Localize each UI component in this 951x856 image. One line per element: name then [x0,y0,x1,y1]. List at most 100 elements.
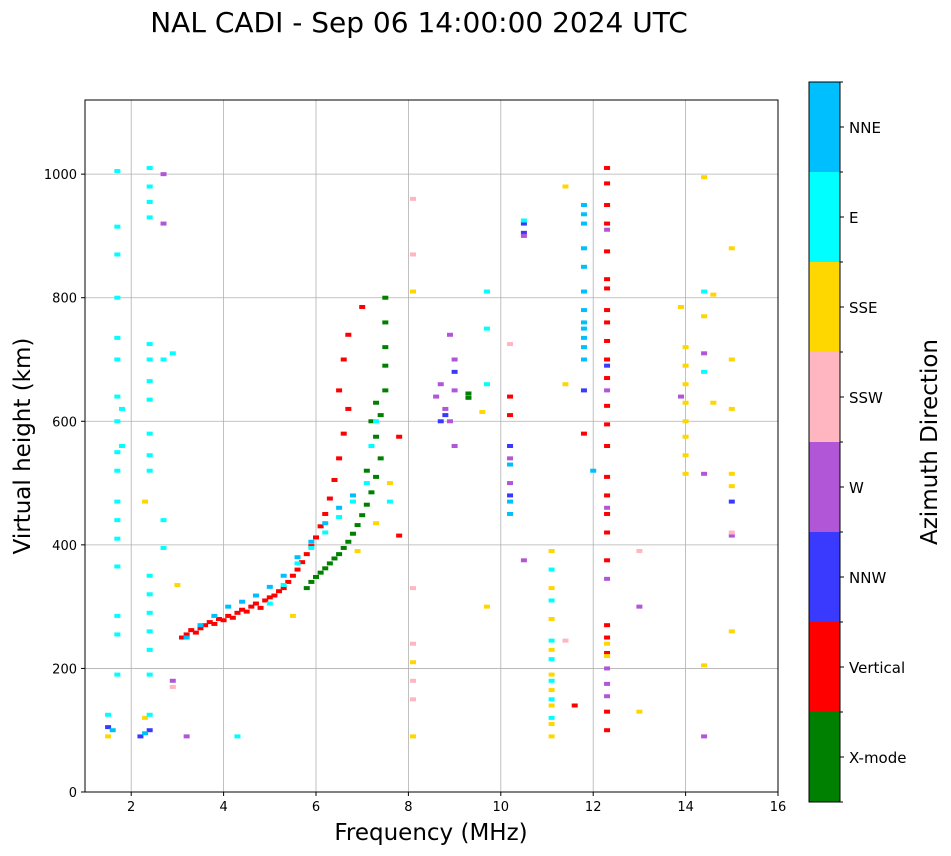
series-ssw [169,196,735,702]
data-point [580,308,587,313]
data-point [580,326,587,331]
data-point [248,604,255,609]
data-point [109,728,116,733]
data-point [604,694,611,699]
data-point [340,545,347,550]
data-point [548,672,555,677]
data-point [580,203,587,208]
data-point [636,549,643,554]
data-point [340,357,347,362]
data-point [571,703,578,708]
data-point [146,431,153,436]
data-point [146,629,153,634]
x-tick-label: 12 [585,800,602,815]
data-point [373,419,380,424]
data-point [728,246,735,251]
data-point [604,320,611,325]
data-point [169,678,176,683]
data-point [146,453,153,458]
data-point [701,369,708,374]
data-point [377,413,384,418]
data-point [548,657,555,662]
y-tick-label: 400 [52,539,77,554]
data-point [580,221,587,226]
data-point [580,431,587,436]
data-point [701,734,708,739]
data-point [728,406,735,411]
x-tick-label: 10 [493,800,510,815]
data-point [507,342,514,347]
data-point [215,617,222,621]
data-point [548,586,555,591]
data-point [169,351,176,356]
data-point [146,610,153,615]
data-point [682,453,689,458]
y-tick-label: 800 [52,292,77,307]
data-point [303,552,310,557]
data-point [604,709,611,714]
data-point [146,379,153,384]
data-point [410,678,417,683]
data-point [211,613,218,618]
data-point [604,654,611,659]
data-point [728,499,735,504]
data-point [580,320,587,325]
colorbar-segment [809,172,840,262]
data-point [114,632,121,637]
data-point [604,681,611,686]
data-point [433,394,440,399]
data-point [220,618,227,623]
azimuth-colorbar: X-mode Vertical NNW W SSW SSE E NNE [808,81,906,803]
data-point [322,521,329,526]
data-point [507,413,514,418]
data-point [728,471,735,476]
data-point [520,218,527,223]
data-point [243,609,250,614]
data-point [206,620,213,625]
data-point [345,406,352,411]
data-point [590,468,597,473]
data-point [386,499,393,504]
data-point [252,593,259,598]
data-point [580,212,587,217]
data-point [183,632,190,637]
data-point [604,221,611,226]
data-point [114,518,121,523]
series-sse [105,175,735,739]
data-point [225,613,232,618]
data-point [326,561,333,566]
data-points [105,165,735,739]
data-point [507,444,514,448]
data-point [483,382,490,387]
data-point [580,388,587,393]
data-point [604,422,611,427]
data-point [382,388,389,393]
colorbar-segment [809,712,840,802]
data-point [211,621,218,626]
data-point [548,549,555,554]
data-point [604,576,611,581]
data-point [142,499,149,504]
plot-border [84,99,779,793]
data-point [225,604,232,609]
x-axis-ticks: 2 4 6 8 10 12 14 16 [127,792,786,815]
data-point [410,289,417,294]
data-point [266,584,273,589]
data-point [105,734,112,739]
data-point [234,610,241,615]
data-point [548,703,555,708]
data-point [105,712,112,717]
data-point [604,388,611,393]
data-point [580,289,587,294]
series-vertical [179,165,611,733]
data-point [410,734,417,739]
data-point [410,252,417,257]
data-point [507,456,514,461]
data-point [446,332,453,337]
y-axis-ticks: 0 200 400 600 800 1000 [44,168,85,801]
data-point [114,252,121,257]
data-point [682,363,689,368]
data-point [313,574,319,579]
data-point [368,444,375,448]
data-point [446,419,453,424]
